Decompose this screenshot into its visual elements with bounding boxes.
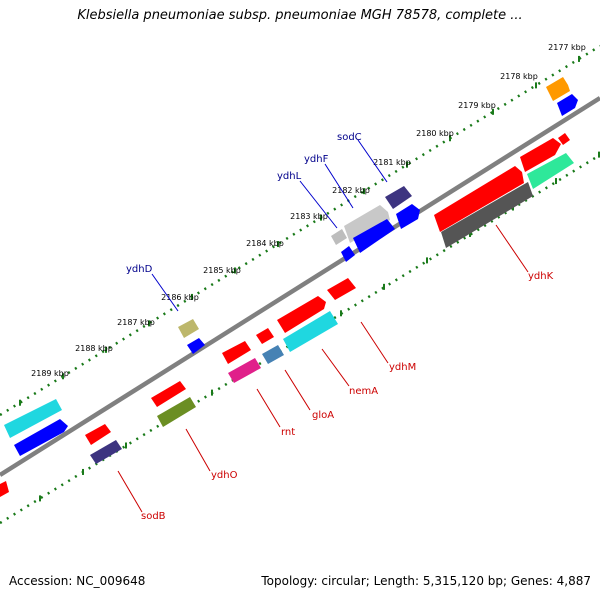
kbp-tick-label: 2183 kbp (290, 212, 328, 221)
gene-arrow-red[interactable] (434, 166, 524, 232)
forward-strand-genes (0, 77, 578, 497)
gene-arrow-blue[interactable] (14, 419, 68, 456)
gene-label-rnt[interactable]: rnt (281, 427, 295, 438)
kbp-tick-label: 2179 kbp (458, 101, 496, 110)
kbp-tick-label: 2180 kbp (416, 129, 454, 138)
kbp-tick-label: 2178 kbp (500, 72, 538, 81)
gene-arrow-red[interactable] (327, 278, 356, 300)
kbp-tick-label: 2189 kbp (31, 369, 69, 378)
kbp-tick-label: 2187 kbp (117, 318, 155, 327)
gene-arrow-red[interactable] (151, 381, 186, 407)
forward-ruler-dotted-line (0, 44, 600, 417)
gene-label-ydhF[interactable]: ydhF (304, 154, 329, 165)
gene-arrow-khaki[interactable] (178, 319, 199, 338)
gene-label-ydhO[interactable]: ydhO (211, 470, 238, 481)
gene-label-ydhM[interactable]: ydhM (389, 362, 416, 373)
kbp-label-group: 2177 kbp 2178 kbp 2179 kbp 2180 kbp 2181 kbp… (31, 43, 586, 378)
gene-label-ydhL[interactable]: ydhL (277, 171, 302, 182)
gene-arrow-purple[interactable] (90, 440, 122, 464)
kbp-tick-label: 2181 kbp (373, 158, 411, 167)
gene-arrow-cyan[interactable] (283, 311, 338, 352)
gene-arrow-blue[interactable] (341, 246, 355, 262)
genome-summary-label: Topology: circular; Length: 5,315,120 bp… (261, 574, 591, 588)
gene-arrow-steel-blue[interactable] (262, 345, 284, 364)
gene-arrow-red[interactable] (520, 138, 561, 172)
gene-arrow-purple[interactable] (385, 186, 412, 209)
gene-arrow-red[interactable] (558, 133, 570, 145)
ruler-tick-marks (19, 55, 600, 502)
gene-arrow-red[interactable] (277, 296, 326, 333)
accession-label: Accession: NC_009648 (9, 574, 146, 588)
kbp-tick-label: 2188 kbp (75, 344, 113, 353)
label-leader-lines (117, 139, 529, 513)
gene-arrow-blue[interactable] (396, 204, 420, 229)
gene-arrow-blue[interactable] (187, 338, 205, 354)
kbp-tick-label: 2182 kbp (332, 186, 370, 195)
gene-arrow-magenta[interactable] (228, 358, 261, 383)
gene-arrow-blue[interactable] (353, 219, 395, 253)
gene-arrow-red[interactable] (256, 328, 274, 344)
gene-label-sodB[interactable]: sodB (141, 511, 166, 522)
kbp-tick-label: 2186 kbp (161, 293, 199, 302)
genome-backbone-line (0, 96, 600, 477)
gene-arrow-cyan[interactable] (4, 399, 62, 438)
gene-label-nemA[interactable]: nemA (349, 386, 378, 397)
gene-arrow-sea-green[interactable] (527, 153, 574, 189)
reverse-strand-genes (85, 278, 356, 464)
gene-arrow-red[interactable] (222, 341, 251, 364)
gene-arrow-olive[interactable] (157, 397, 196, 427)
gene-arrow-red[interactable] (0, 481, 9, 497)
kbp-tick-label: 2185 kbp (203, 266, 241, 275)
gene-arrow-blue[interactable] (557, 94, 578, 116)
gene-arrow-dark-gray[interactable] (441, 182, 533, 248)
gene-label-sodC[interactable]: sodC (337, 132, 362, 143)
gene-label-gloA[interactable]: gloA (312, 410, 334, 421)
gene-arrow-light-gray[interactable] (344, 205, 390, 243)
kbp-tick-label: 2184 kbp (246, 239, 284, 248)
gene-label-ydhD[interactable]: ydhD (126, 264, 153, 275)
map-title: Klebsiella pneumoniae subsp. pneumoniae … (77, 8, 523, 23)
gene-label-group: sodC ydhF ydhL ydhD ydhK ydhM nemA gloA … (126, 132, 554, 522)
gene-label-ydhK[interactable]: ydhK (528, 271, 554, 282)
kbp-tick-label: 2177 kbp (548, 43, 586, 52)
gene-arrow-light-gray[interactable] (331, 229, 347, 245)
gene-arrow-red[interactable] (85, 424, 111, 445)
gene-arrow-orange[interactable] (546, 77, 570, 101)
